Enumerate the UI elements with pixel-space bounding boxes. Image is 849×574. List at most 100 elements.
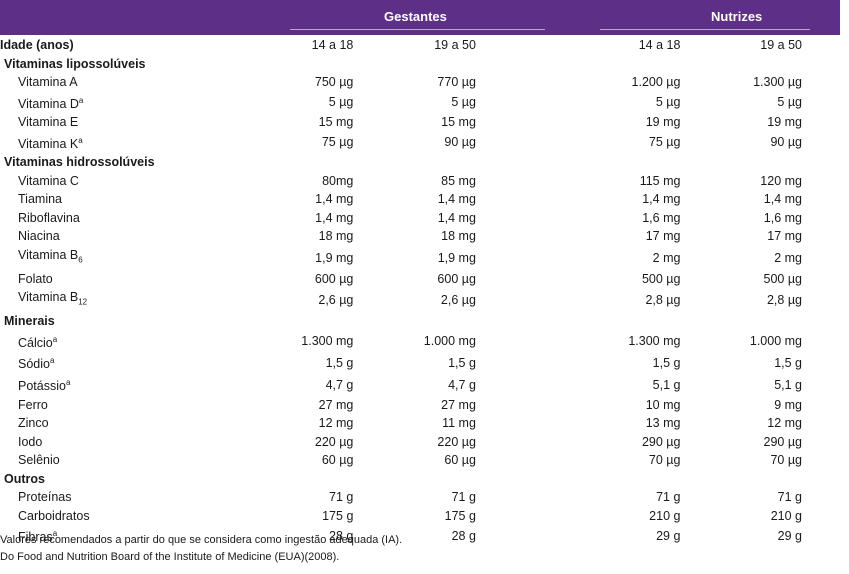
nutrient-value: 28 g bbox=[329, 528, 354, 543]
nutrient-value: 15 mg bbox=[318, 115, 354, 130]
section-title: Vitaminas hidrossolúveis bbox=[4, 155, 155, 170]
nutrient-name: Cálcio bbox=[18, 335, 53, 350]
nutrient-label: Fibrasa bbox=[0, 525, 177, 547]
nutrient-label: Vitamina C bbox=[0, 172, 177, 191]
age-value: 14 a 18 bbox=[638, 38, 681, 52]
nutrient-value: 18 mg bbox=[441, 229, 476, 244]
nutrient-label: Carboidratos bbox=[0, 507, 177, 526]
table-row: Fibrasa 28 g 28 g 29 g 29 g bbox=[0, 525, 802, 547]
table-row: Vitamina B12 2,6 µg 2,6 µg 2,8 µg 2,8 µg bbox=[0, 288, 802, 312]
nutrient-value: 600 µg bbox=[314, 271, 354, 286]
nutrient-value: 5 µg bbox=[328, 95, 354, 110]
nutrient-value: 5 µg bbox=[655, 95, 681, 110]
nutrient-value: 770 µg bbox=[437, 75, 476, 89]
nutrient-value: 71 g bbox=[451, 490, 476, 505]
nutrient-value: 75 µg bbox=[321, 135, 354, 150]
nutrient-label: Tiamina bbox=[0, 190, 177, 209]
nutrient-value: 17 mg bbox=[645, 229, 681, 244]
group-underline-gestantes bbox=[290, 29, 545, 30]
nutrient-value: 27 mg bbox=[441, 397, 476, 412]
age-value: 19 a 50 bbox=[434, 38, 476, 52]
table-row: Vitamina A 750 µg 770 µg 1.200 µg 1.300 µg bbox=[0, 73, 802, 92]
nutrient-value: 70 µg bbox=[770, 453, 802, 468]
nutrient-value: 1.300 mg bbox=[628, 334, 681, 349]
nutrient-value: 71 g bbox=[329, 490, 354, 505]
table-row: Vitamina C 80mg 85 mg 115 mg 120 mg bbox=[0, 172, 802, 191]
nutrient-value: 5 µg bbox=[777, 95, 802, 110]
nutrient-value: 210 g bbox=[770, 508, 802, 523]
footnote-marker: a bbox=[78, 135, 83, 145]
section-row: Vitaminas hidrossolúveis bbox=[0, 153, 802, 172]
nutrient-label: Vitamina Ka bbox=[0, 132, 177, 154]
nutrient-value: 4,7 g bbox=[448, 377, 476, 392]
nutrient-value: 220 µg bbox=[437, 434, 476, 449]
table-row: Proteínas 71 g 71 g 71 g 71 g bbox=[0, 488, 802, 507]
nutrient-value: 5,1 g bbox=[774, 377, 802, 392]
nutrient-value: 115 mg bbox=[639, 173, 681, 188]
nutrient-value: 70 µg bbox=[648, 453, 681, 468]
table-row: Cálcioa 1.300 mg 1.000 mg 1.300 mg 1.000 mg bbox=[0, 331, 802, 353]
table-row: Zinco 12 mg 11 mg 13 mg 12 mg bbox=[0, 414, 802, 433]
table-row: Riboflavina 1,4 mg 1,4 mg 1,6 mg 1,6 mg bbox=[0, 209, 802, 228]
nutrient-name: Vitamina B bbox=[18, 247, 79, 262]
age-value: 14 a 18 bbox=[311, 38, 354, 52]
nutrient-name: Sódio bbox=[18, 357, 50, 372]
nutrient-name: Vitamina K bbox=[18, 136, 79, 151]
footnote-ia: Valores recomendados a partir do que se … bbox=[0, 534, 403, 546]
age-row: Idade (anos) 14 a 18 19 a 50 14 a 18 19 a 50 bbox=[0, 36, 802, 55]
nutrient-label: Zinco bbox=[0, 414, 177, 433]
nutrient-name: Proteínas bbox=[18, 490, 72, 505]
nutrient-label: Selênio bbox=[0, 451, 177, 470]
nutrient-value: 1.300 µg bbox=[753, 75, 802, 89]
nutrient-label: Riboflavina bbox=[0, 209, 177, 228]
nutrient-value: 27 mg bbox=[318, 397, 354, 412]
nutrient-label: Niacina bbox=[0, 227, 177, 246]
nutrient-value: 1,5 g bbox=[325, 356, 354, 371]
nutrient-value: 1,4 mg bbox=[437, 210, 476, 225]
nutrient-value: 220 µg bbox=[314, 434, 354, 449]
section-title: Outros bbox=[4, 471, 45, 486]
nutrient-value: 750 µg bbox=[314, 75, 354, 89]
nutrient-name: Fibras bbox=[18, 530, 53, 545]
section-title: Vitaminas lipossolúveis bbox=[4, 56, 146, 71]
nutrient-value: 1,4 mg bbox=[642, 192, 681, 207]
nutrient-name: Potássio bbox=[18, 379, 66, 394]
nutrient-value: 1,4 mg bbox=[315, 210, 354, 225]
nutrient-label: Proteínas bbox=[0, 488, 177, 507]
nutrient-value: 120 mg bbox=[760, 173, 802, 188]
table-row: Folato 600 µg 600 µg 500 µg 500 µg bbox=[0, 270, 802, 289]
section-row: Outros bbox=[0, 470, 802, 489]
nutrient-value: 71 g bbox=[777, 490, 802, 505]
section-row: Vitaminas lipossolúveis bbox=[0, 55, 802, 74]
nutrient-name: Zinco bbox=[18, 416, 49, 431]
section-row: Minerais bbox=[0, 312, 802, 331]
nutrient-value: 15 mg bbox=[441, 115, 476, 130]
nutrient-value: 175 g bbox=[444, 508, 476, 523]
nutrient-label: Potássioa bbox=[0, 374, 177, 396]
table-row: Sódioa 1,5 g 1,5 g 1,5 g 1,5 g bbox=[0, 352, 802, 374]
table-row: Selênio 60 µg 60 µg 70 µg 70 µg bbox=[0, 451, 802, 470]
nutrient-value: 18 mg bbox=[318, 229, 354, 244]
nutrient-subscript: 6 bbox=[78, 255, 83, 265]
footnote-marker: a bbox=[52, 334, 58, 344]
nutrient-name: Vitamina A bbox=[18, 75, 78, 89]
table-row: Vitamina Da 5 µg 5 µg 5 µg 5 µg bbox=[0, 92, 802, 114]
nutrient-value: 9 mg bbox=[774, 397, 802, 412]
nutrient-value: 5 µg bbox=[451, 95, 476, 110]
nutrient-name: Vitamina B bbox=[18, 290, 79, 305]
nutrient-value: 290 µg bbox=[641, 434, 681, 449]
nutrient-value: 290 µg bbox=[763, 434, 802, 449]
nutrient-value: 75 µg bbox=[648, 135, 681, 150]
table-row: Niacina 18 mg 18 mg 17 mg 17 mg bbox=[0, 227, 802, 246]
nutrient-value: 500 µg bbox=[641, 271, 681, 286]
nutrient-value: 29 g bbox=[777, 528, 802, 543]
nutrient-value: 13 mg bbox=[645, 416, 681, 431]
table-row: Vitamina B6 1,9 mg 1,9 mg 2 mg 2 mg bbox=[0, 246, 802, 270]
nutrient-name: Carboidratos bbox=[18, 508, 90, 523]
nutrient-name: Riboflavina bbox=[18, 210, 80, 225]
table-header-bar: Gestantes Nutrizes bbox=[0, 0, 840, 35]
table-row: Ferro 27 mg 27 mg 10 mg 9 mg bbox=[0, 396, 802, 415]
nutrient-label: Vitamina A bbox=[0, 73, 177, 92]
footnote-source: Do Food and Nutrition Board of the Insti… bbox=[0, 551, 340, 563]
nutrient-name: Vitamina C bbox=[18, 173, 79, 188]
